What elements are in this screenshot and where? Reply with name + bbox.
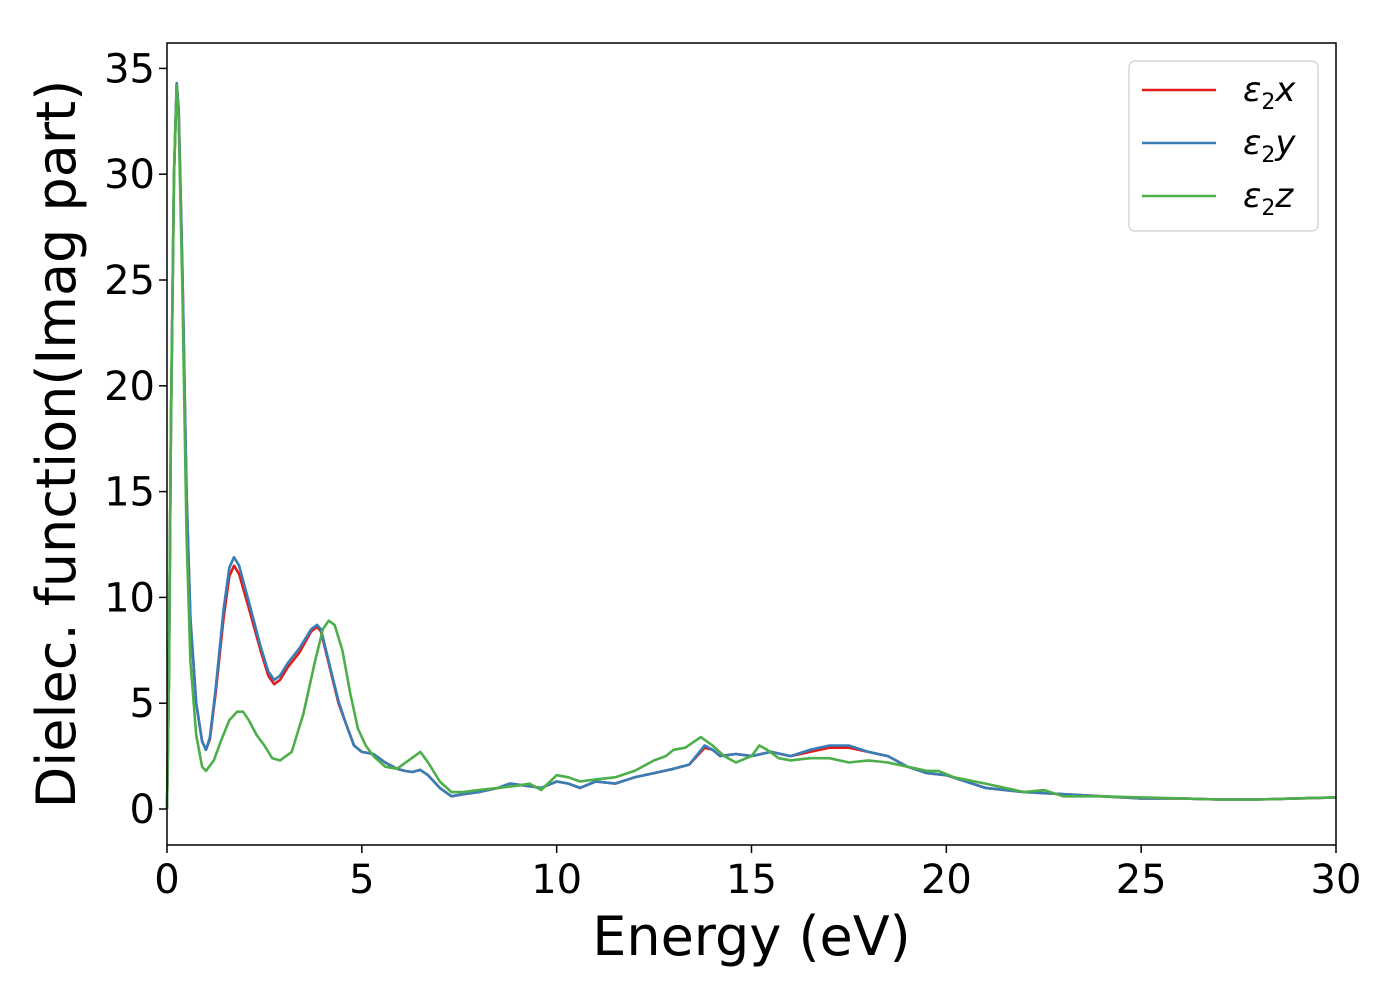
series-line-z: [165, 84, 1337, 810]
x-tick-label: 10: [531, 857, 582, 903]
y-tick-label: 30: [104, 152, 155, 198]
x-tick-label: 5: [349, 857, 374, 903]
y-tick-label: 25: [104, 258, 155, 304]
x-tick-label: 0: [154, 857, 179, 903]
y-tick-label: 20: [104, 364, 155, 410]
y-tick-label: 15: [104, 470, 155, 516]
x-tick-label: 20: [921, 857, 972, 903]
x-axis-title: Energy (eV): [592, 905, 911, 968]
y-tick-label: 35: [104, 46, 155, 92]
legend-label-y: ε2y: [1243, 123, 1296, 168]
y-tick-label: 10: [104, 575, 155, 621]
legend-label-z: ε2z: [1243, 176, 1294, 221]
tick-layer: 0 5 10 15 20 25 30 0 5 10 15 20 25 30 35: [104, 46, 1361, 903]
y-tick-label: 0: [130, 787, 155, 833]
x-tick-label: 30: [1311, 857, 1362, 903]
series-line-y: [165, 81, 1337, 810]
y-axis-title: Dielec. function(Imag part): [25, 80, 88, 809]
legend-label-x: ε2x: [1243, 70, 1296, 115]
y-tick-label: 5: [130, 681, 155, 727]
x-tick-label: 25: [1116, 857, 1167, 903]
series-layer: [165, 81, 1337, 810]
legend: ε2x ε2y ε2z: [1128, 60, 1319, 232]
legend-box: [1128, 60, 1319, 232]
x-tick-label: 15: [726, 857, 777, 903]
